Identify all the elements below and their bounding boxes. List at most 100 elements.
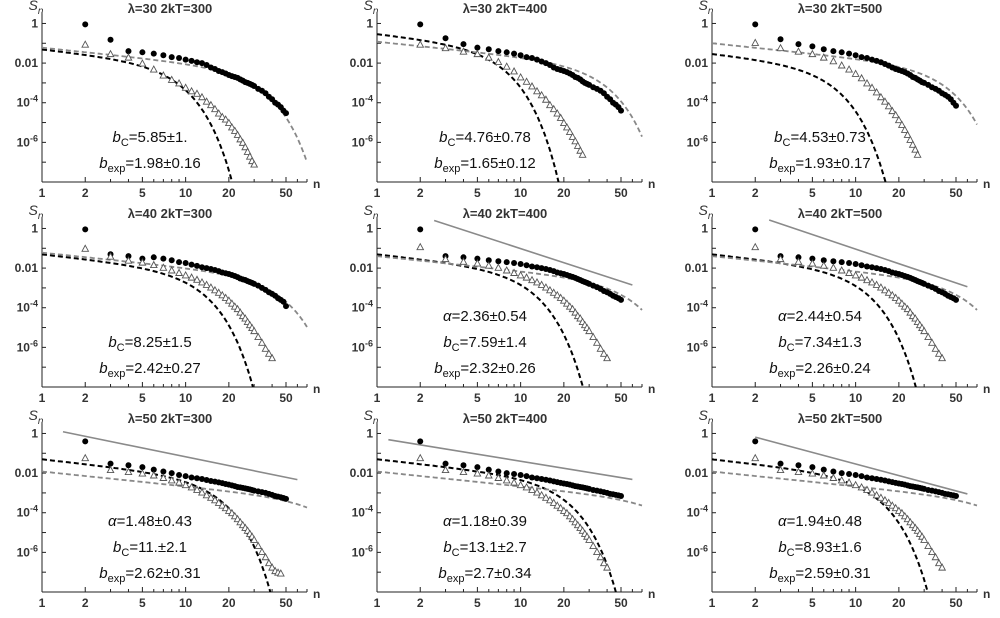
data-point-open (202, 280, 211, 288)
data-point-open (527, 275, 537, 284)
y-tick-label: 10-4 (687, 94, 708, 110)
x-tick-label: 2 (752, 186, 759, 200)
x-tick-label: 20 (557, 596, 571, 610)
data-point-open (751, 242, 760, 251)
data-point-open (167, 75, 176, 83)
data-point-open (221, 503, 230, 512)
data-point-filled (442, 35, 449, 42)
data-point-filled (442, 460, 449, 467)
data-point-open (592, 338, 601, 346)
fit-power (388, 438, 633, 481)
data-point-open (751, 453, 760, 462)
data-point-open (862, 485, 872, 493)
data-point-open (829, 263, 838, 271)
data-point-filled (176, 472, 183, 479)
data-point-filled (495, 258, 502, 265)
panel-title: λ=30 2kT=300 (128, 1, 213, 16)
data-point-open (794, 467, 803, 475)
y-tick-label: 1 (31, 221, 38, 235)
data-point-open (197, 277, 206, 286)
y-tick-label: 10-6 (687, 133, 708, 149)
y-tick-label: 10-6 (352, 543, 373, 559)
data-point-open (927, 338, 936, 346)
data-point-filled (528, 263, 535, 270)
x-tick-label: 50 (614, 596, 628, 610)
data-point-filled (868, 475, 875, 482)
data-point-open (532, 277, 541, 286)
data-point-open (502, 476, 511, 484)
data-point-open (880, 495, 889, 504)
data-point-open (891, 293, 900, 301)
data-point-filled (795, 254, 802, 261)
data-point-open (441, 465, 450, 474)
data-point-open (494, 57, 503, 65)
data-point-filled (107, 36, 114, 43)
data-point-filled (795, 41, 802, 48)
x-tick-label: 20 (222, 596, 236, 610)
data-layer (377, 21, 643, 182)
data-point-open (484, 53, 493, 61)
data-point-filled (511, 470, 518, 477)
x-tick-label: 20 (557, 186, 571, 200)
data-point-filled (777, 460, 784, 467)
x-tick-label: 1 (39, 391, 46, 405)
data-point-filled (809, 43, 816, 50)
data-point-open (913, 150, 922, 158)
data-point-open (851, 271, 860, 279)
data-point-filled (188, 474, 195, 481)
data-point-open (585, 326, 594, 335)
data-point-open (867, 488, 876, 496)
data-point-open (537, 280, 546, 288)
data-point-filled (820, 466, 827, 473)
data-point-filled (846, 50, 853, 57)
data-point-open (891, 503, 900, 512)
y-tick-label: 1 (701, 221, 708, 235)
data-point-open (924, 541, 933, 550)
data-layer (377, 438, 643, 592)
x-tick-label: 5 (474, 596, 481, 610)
data-point-filled (160, 52, 167, 59)
data-point-filled (176, 55, 183, 62)
y-axis-label: Sn (29, 0, 44, 17)
data-point-open (562, 122, 571, 131)
data-point-open (541, 95, 550, 103)
data-point-open (522, 273, 531, 281)
data-point-open (541, 283, 550, 291)
x-tick-label: 5 (139, 186, 146, 200)
data-point-open (210, 104, 219, 113)
data-point-filled (283, 495, 290, 502)
data-point-open (884, 498, 893, 506)
data-point-open (159, 473, 168, 481)
data-point-filled (495, 48, 502, 55)
data-point-open (527, 82, 537, 90)
data-point-open (837, 266, 846, 274)
data-point-open (532, 86, 541, 95)
panel-1: 1 2 5 10 20 50 n 1 0.01 10-4 10-6 Sn λ=30 2kT=300 bC=… (15, 0, 321, 200)
y-tick-label: 10-4 (17, 299, 38, 315)
data-point-filled (838, 49, 845, 56)
data-point-open (837, 476, 846, 484)
data-point-open (192, 275, 202, 283)
data-point-open (224, 296, 233, 304)
data-point-filled (953, 296, 960, 303)
data-point-filled (533, 56, 540, 63)
data-point-filled (830, 258, 837, 265)
data-point-filled (868, 56, 875, 63)
data-point-open (510, 67, 519, 75)
data-point-open (138, 59, 147, 67)
data-point-open (238, 138, 247, 146)
data-point-open (257, 547, 266, 555)
data-point-open (900, 125, 909, 133)
fit-black (42, 253, 254, 387)
x-tick-label: 10 (514, 186, 528, 200)
data-point-open (888, 106, 897, 115)
data-point-filled (125, 48, 132, 55)
panel-3: 1 2 5 10 20 50 n 1 0.01 10-4 10-6 Sn λ=30 2kT=500 bC=… (685, 0, 991, 200)
data-point-filled (517, 261, 524, 268)
data-point-open (522, 482, 531, 491)
data-point-open (206, 100, 215, 109)
data-point-filled (846, 260, 853, 267)
data-point-open (829, 56, 838, 65)
data-point-open (776, 254, 785, 263)
data-point-open (911, 145, 920, 153)
